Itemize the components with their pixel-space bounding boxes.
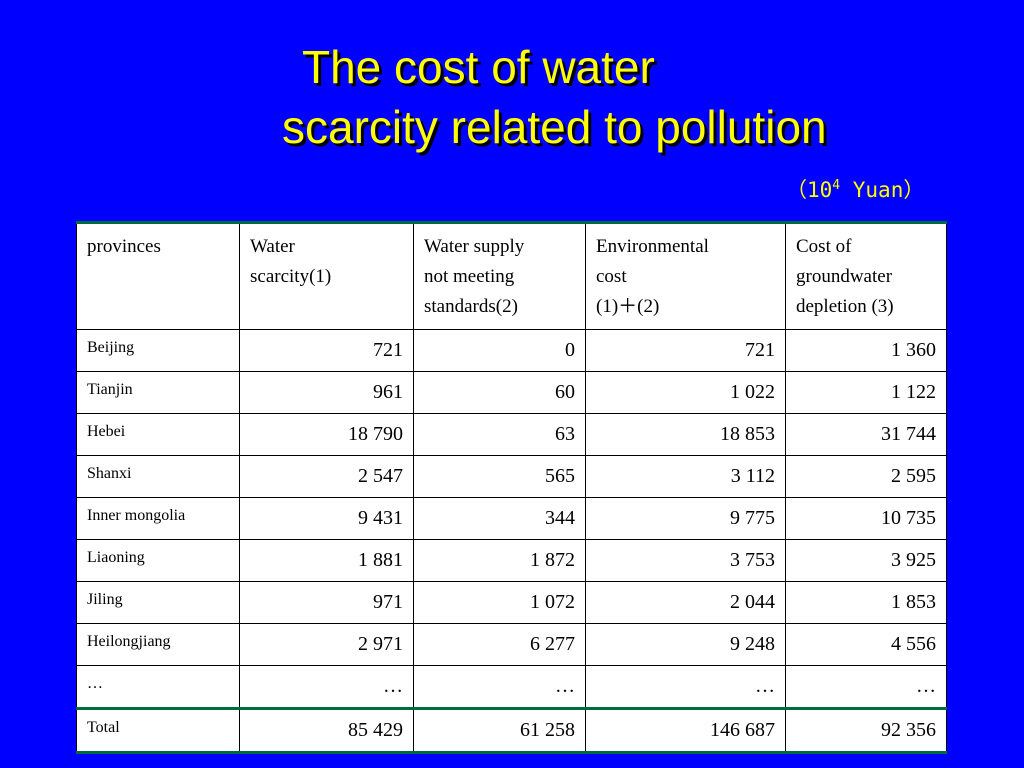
environmental-cost-cell: … [585, 665, 786, 709]
province-cell: Liaoning [76, 539, 240, 582]
slide-title-line-1: The cost of water [302, 41, 655, 93]
header-line: groundwater [796, 266, 893, 287]
groundwater-cost-cell: 1 853 [785, 581, 947, 624]
water-scarcity-cell: … [239, 665, 414, 709]
province-cell: … [76, 665, 240, 709]
water-scarcity-cell: 721 [239, 329, 414, 372]
slide-title-line-2: scarcity related to pollution [282, 101, 827, 153]
table-row: … … … … … [76, 665, 947, 709]
header-line: provinces [87, 236, 161, 257]
table-row: Liaoning 1 881 1 872 3 753 3 925 [76, 539, 947, 582]
environmental-cost-cell: 146 687 [585, 707, 786, 753]
environmental-cost-cell: 9 775 [585, 497, 786, 540]
province-cell: Tianjin [76, 371, 240, 414]
unit-exponent: 4 [832, 178, 841, 193]
water-supply-cell: 1 872 [413, 539, 586, 582]
water-supply-cell: … [413, 665, 586, 709]
table-row: Jiling 971 1 072 2 044 1 853 [76, 581, 947, 624]
table-row: Inner mongolia 9 431 344 9 775 10 735 [76, 497, 947, 540]
groundwater-cost-cell: 10 735 [785, 497, 947, 540]
water-scarcity-cell: 961 [239, 371, 414, 414]
water-cost-table: provinces Water scarcity(1) Water supply n… [76, 221, 947, 754]
environmental-cost-cell: 9 248 [585, 623, 786, 666]
water-scarcity-cell: 18 790 [239, 413, 414, 456]
header-line: not meeting [424, 266, 515, 287]
table-row: Heilongjiang 2 971 6 277 9 248 4 556 [76, 623, 947, 666]
province-cell: Shanxi [76, 455, 240, 498]
water-scarcity-cell: 2 971 [239, 623, 414, 666]
header-line: cost [596, 266, 627, 287]
table-row: Tianjin 961 60 1 022 1 122 [76, 371, 947, 414]
header-provinces: provinces [76, 222, 240, 330]
province-cell: Heilongjiang [76, 623, 240, 666]
province-cell: Total [76, 707, 240, 753]
environmental-cost-cell: 3 753 [585, 539, 786, 582]
province-cell: Hebei [76, 413, 240, 456]
water-scarcity-cell: 85 429 [239, 707, 414, 753]
groundwater-cost-cell: 31 744 [785, 413, 947, 456]
water-supply-cell: 60 [413, 371, 586, 414]
header-line: (1)＋(2) [596, 296, 660, 317]
unit-open: （10 [786, 178, 833, 202]
header-line: Cost of [796, 236, 852, 257]
unit-close: Yuan） [840, 178, 925, 202]
groundwater-cost-cell: 2 595 [785, 455, 947, 498]
table-row: Hebei 18 790 63 18 853 31 744 [76, 413, 947, 456]
header-line: Water [250, 236, 295, 257]
header-line: depletion (3) [796, 296, 894, 317]
water-supply-cell: 61 258 [413, 707, 586, 753]
groundwater-cost-cell: … [785, 665, 947, 709]
water-supply-cell: 565 [413, 455, 586, 498]
water-supply-cell: 63 [413, 413, 586, 456]
groundwater-cost-cell: 1 122 [785, 371, 947, 414]
environmental-cost-cell: 3 112 [585, 455, 786, 498]
province-cell: Inner mongolia [76, 497, 240, 540]
groundwater-cost-cell: 92 356 [785, 707, 947, 753]
table-row: Shanxi 2 547 565 3 112 2 595 [76, 455, 947, 498]
province-cell: Jiling [76, 581, 240, 624]
groundwater-cost-cell: 3 925 [785, 539, 947, 582]
environmental-cost-cell: 18 853 [585, 413, 786, 456]
header-line: standards(2) [424, 296, 518, 317]
water-scarcity-cell: 9 431 [239, 497, 414, 540]
unit-label: （104 Yuan） [786, 174, 924, 204]
groundwater-cost-cell: 4 556 [785, 623, 947, 666]
header-line: Environmental [596, 236, 709, 257]
header-line: Water supply [424, 236, 525, 257]
province-cell: Beijing [76, 329, 240, 372]
header-line: scarcity(1) [250, 266, 332, 287]
table-row: Beijing 721 0 721 1 360 [76, 329, 947, 372]
water-supply-cell: 6 277 [413, 623, 586, 666]
water-supply-cell: 1 072 [413, 581, 586, 624]
environmental-cost-cell: 2 044 [585, 581, 786, 624]
water-supply-cell: 0 [413, 329, 586, 372]
table-header-row: provinces Water scarcity(1) Water supply n… [76, 222, 947, 330]
header-groundwater-depletion: Cost of groundwater depletion (3) [785, 222, 947, 330]
water-supply-cell: 344 [413, 497, 586, 540]
water-scarcity-cell: 2 547 [239, 455, 414, 498]
table-total-row: Total 85 429 61 258 146 687 92 356 [76, 707, 947, 753]
environmental-cost-cell: 721 [585, 329, 786, 372]
water-scarcity-cell: 971 [239, 581, 414, 624]
header-environmental-cost: Environmental cost (1)＋(2) [585, 222, 786, 330]
header-water-scarcity: Water scarcity(1) [239, 222, 414, 330]
groundwater-cost-cell: 1 360 [785, 329, 947, 372]
header-water-supply: Water supply not meeting standards(2) [413, 222, 586, 330]
water-scarcity-cell: 1 881 [239, 539, 414, 582]
environmental-cost-cell: 1 022 [585, 371, 786, 414]
